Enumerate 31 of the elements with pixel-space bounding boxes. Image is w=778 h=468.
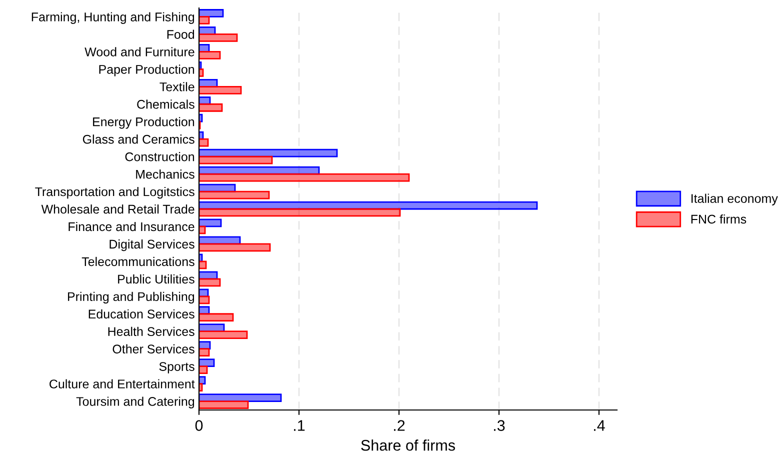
legend-label: Italian economy <box>692 194 778 206</box>
y-tick-label: Printing and Publishing <box>68 292 194 304</box>
y-tick-label: Transportation and Logitstics <box>35 186 194 199</box>
y-tick-label: Construction <box>125 152 194 162</box>
x-tick-label: .3 <box>494 420 505 431</box>
y-tick-label: Toursim and Catering <box>76 396 194 408</box>
y-tick-label: Paper Production <box>99 64 194 76</box>
y-tick-label: Finance and Insurance <box>68 222 194 232</box>
y-tick-label: Other Services <box>112 344 194 354</box>
x-tick-label: .1 <box>294 420 305 431</box>
y-tick-label: Digital Services <box>110 239 194 252</box>
y-tick-label: Health Services <box>108 326 194 336</box>
y-tick-label: Energy Production <box>93 117 194 129</box>
y-tick-label: Wood and Furniture <box>84 47 194 56</box>
y-tick-label: Sports <box>159 362 194 374</box>
y-tick-label: Telecommunications <box>82 256 194 266</box>
y-tick-label: Textile <box>160 82 194 92</box>
y-tick-label: Culture and Entertainment <box>50 379 195 388</box>
x-tick-label: .4 <box>594 420 605 431</box>
y-tick-label: Education Services <box>88 309 194 319</box>
y-tick-label: Farming, Hunting and Fishing <box>32 12 194 24</box>
x-axis-title: Share of firms <box>361 440 455 451</box>
x-tick-label: 0 <box>195 420 203 431</box>
y-tick-label: Glass and Ceramics <box>82 134 194 144</box>
y-tick-label: Mechanics <box>136 170 194 179</box>
legend-label: FNC firms <box>691 214 746 224</box>
y-tick-label: Public Utilities <box>118 274 194 284</box>
x-tick-label: .2 <box>394 420 405 431</box>
y-tick-label: Wholesale and Retail Trade <box>41 204 194 214</box>
y-tick-label: Chemicals <box>137 100 194 109</box>
y-tick-label: Food <box>167 30 194 39</box>
